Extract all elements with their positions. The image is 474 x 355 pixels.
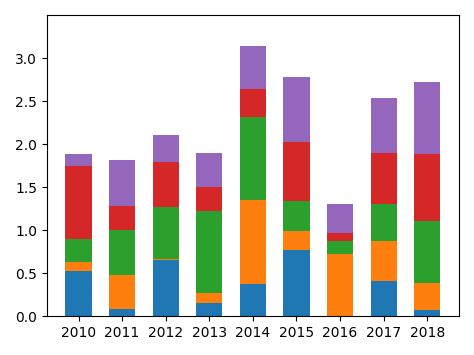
Bar [283,77,310,142]
Bar [153,258,179,260]
Bar [327,233,353,241]
Bar [109,206,135,230]
Bar [65,239,91,262]
Bar [153,260,179,316]
Bar [371,241,397,281]
Bar [109,310,135,316]
Bar [65,166,91,239]
Bar [414,221,440,283]
Bar [196,293,222,304]
Bar [65,271,91,316]
Bar [327,254,353,316]
Bar [109,275,135,310]
Bar [283,231,310,250]
Bar [196,153,222,187]
Bar [153,162,179,207]
Bar [240,200,266,284]
Bar [371,153,397,204]
Bar [196,304,222,316]
Bar [65,154,91,166]
Bar [109,160,135,206]
Bar [414,82,440,154]
Bar [240,116,266,200]
Bar [109,230,135,275]
Bar [283,201,310,231]
Bar [283,142,310,201]
Bar [283,250,310,316]
Bar [371,204,397,241]
Bar [240,89,266,116]
Bar [414,283,440,310]
Bar [414,310,440,316]
Bar [65,262,91,271]
Bar [240,284,266,316]
Bar [371,98,397,153]
Bar [196,211,222,293]
Bar [153,135,179,162]
Bar [327,204,353,233]
Bar [240,46,266,89]
Bar [327,241,353,254]
Bar [414,154,440,221]
Bar [371,281,397,316]
Bar [153,207,179,258]
Bar [196,187,222,211]
